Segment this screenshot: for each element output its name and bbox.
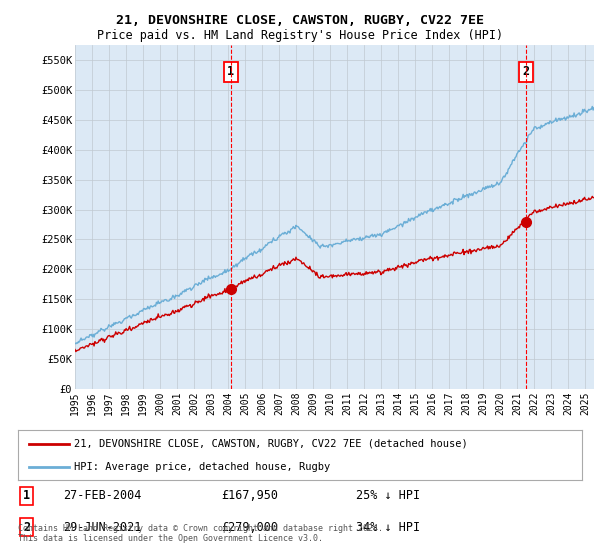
Text: 34% ↓ HPI: 34% ↓ HPI <box>356 521 421 534</box>
Text: Contains HM Land Registry data © Crown copyright and database right 2024.
This d: Contains HM Land Registry data © Crown c… <box>18 524 383 543</box>
Text: 25% ↓ HPI: 25% ↓ HPI <box>356 489 421 502</box>
Text: Price paid vs. HM Land Registry's House Price Index (HPI): Price paid vs. HM Land Registry's House … <box>97 29 503 42</box>
Text: £167,950: £167,950 <box>221 489 278 502</box>
Text: 2: 2 <box>23 521 30 534</box>
Text: 29-JUN-2021: 29-JUN-2021 <box>63 521 142 534</box>
Text: 1: 1 <box>23 489 30 502</box>
Text: 1: 1 <box>227 66 234 78</box>
Text: 21, DEVONSHIRE CLOSE, CAWSTON, RUGBY, CV22 7EE (detached house): 21, DEVONSHIRE CLOSE, CAWSTON, RUGBY, CV… <box>74 438 468 449</box>
Text: £279,000: £279,000 <box>221 521 278 534</box>
Text: 27-FEB-2004: 27-FEB-2004 <box>63 489 142 502</box>
Text: HPI: Average price, detached house, Rugby: HPI: Average price, detached house, Rugb… <box>74 461 331 472</box>
Text: 2: 2 <box>522 66 529 78</box>
Text: 21, DEVONSHIRE CLOSE, CAWSTON, RUGBY, CV22 7EE: 21, DEVONSHIRE CLOSE, CAWSTON, RUGBY, CV… <box>116 14 484 27</box>
